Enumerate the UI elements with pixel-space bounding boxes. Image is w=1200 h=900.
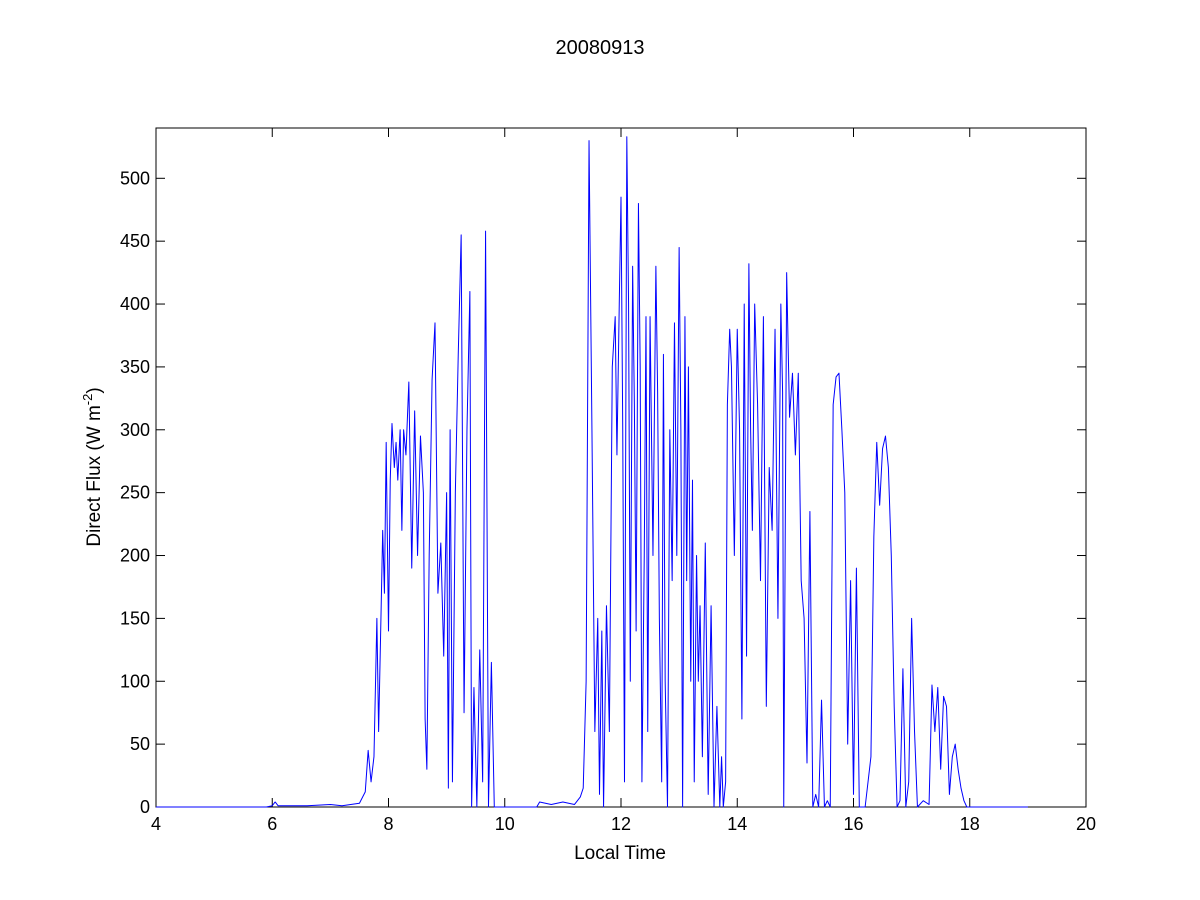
x-tick-label: 6 xyxy=(267,814,277,834)
x-tick-label: 10 xyxy=(495,814,515,834)
x-tick-label: 18 xyxy=(960,814,980,834)
y-tick-label: 100 xyxy=(120,671,150,691)
y-tick-label: 350 xyxy=(120,357,150,377)
y-tick-label: 500 xyxy=(120,168,150,188)
x-axis-label: Local Time xyxy=(574,843,666,864)
x-tick-label: 4 xyxy=(151,814,161,834)
y-tick-label: 400 xyxy=(120,294,150,314)
chart-title: 20080913 xyxy=(556,37,645,59)
x-tick-label: 12 xyxy=(611,814,631,834)
y-tick-label: 200 xyxy=(120,546,150,566)
x-tick-label: 16 xyxy=(843,814,863,834)
y-axis-label-exponent: -2 xyxy=(80,394,95,406)
y-tick-label: 300 xyxy=(120,420,150,440)
y-tick-label: 150 xyxy=(120,608,150,628)
y-tick-label: 450 xyxy=(120,231,150,251)
y-axis: 0 50 100 150 200 250 300 350 400 450 500 xyxy=(120,168,1086,817)
x-tick-label: 8 xyxy=(383,814,393,834)
y-tick-label: 250 xyxy=(120,483,150,503)
series-line xyxy=(156,136,1028,808)
y-axis-label: Direct Flux (W m-2) xyxy=(80,387,105,546)
x-tick-label: 20 xyxy=(1076,814,1096,834)
x-tick-label: 14 xyxy=(727,814,747,834)
y-axis-label-main: Direct Flux (W m xyxy=(84,405,105,546)
y-tick-label: 50 xyxy=(130,734,150,754)
y-tick-label: 0 xyxy=(140,797,150,817)
y-axis-label-end: ) xyxy=(84,387,105,393)
x-axis: 4 6 8 10 12 14 16 18 20 xyxy=(151,128,1096,834)
